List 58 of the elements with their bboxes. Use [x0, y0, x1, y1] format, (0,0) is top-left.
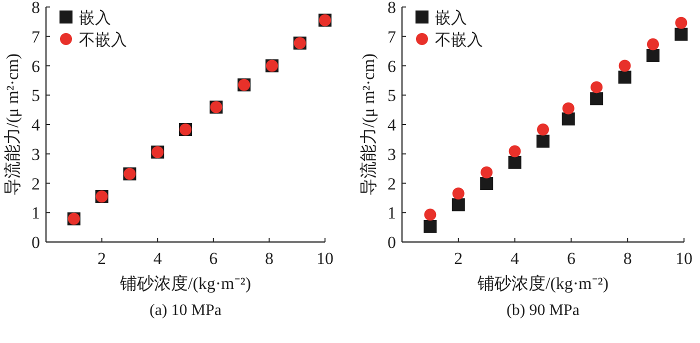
- y-tick-label: 0: [32, 233, 40, 252]
- x-tick-label: 4: [510, 249, 520, 268]
- y-tick-label: 5: [388, 86, 396, 106]
- point: [618, 70, 632, 84]
- point: [452, 188, 464, 200]
- y-tick-label: 8: [388, 0, 396, 17]
- legend-label: 嵌入: [435, 9, 467, 27]
- x-tick-label: 8: [264, 249, 274, 268]
- x-tick-label: 10: [316, 249, 334, 268]
- y-tick-label: 6: [32, 56, 40, 76]
- point: [424, 220, 437, 233]
- y-tick-label: 6: [388, 56, 396, 76]
- point: [674, 28, 688, 41]
- point: [537, 123, 549, 136]
- y-axis-title: 导流能力/(μ m²·cm): [359, 53, 378, 196]
- text: (b) 90 MPa: [506, 302, 580, 319]
- text: (a) 10 MPa: [150, 302, 222, 319]
- x-tick-label: 2: [454, 249, 463, 268]
- x-tick-label: 4: [153, 249, 162, 268]
- y-tick-label: 1: [388, 204, 396, 223]
- x-tick-label: 6: [209, 249, 218, 268]
- y-tick-label: 0: [388, 233, 396, 252]
- y-tick-label: 2: [388, 174, 396, 194]
- y-tick-label: 3: [32, 144, 40, 164]
- point: [562, 102, 574, 114]
- x-tick-label: 2: [98, 249, 106, 268]
- point: [508, 156, 522, 169]
- point: [646, 48, 660, 62]
- point: [675, 16, 688, 29]
- legend-label: 嵌入: [79, 9, 111, 27]
- x-axis-title: 铺砂浓度/(kg·m⁻²): [476, 274, 609, 293]
- point: [618, 60, 631, 72]
- legend-label: 不嵌入: [79, 31, 127, 49]
- x-tick-label: 10: [676, 249, 692, 268]
- y-tick-label: 4: [388, 116, 396, 134]
- x-tick-label: 8: [623, 249, 632, 268]
- point: [646, 38, 659, 50]
- y-tick-label: 3: [388, 144, 396, 164]
- y-tick-label: 1: [32, 204, 40, 223]
- point: [452, 198, 465, 212]
- point: [590, 81, 603, 94]
- y-tick-label: 7: [388, 27, 396, 46]
- y-axis-title: 导流能力/(μ m²·cm): [3, 53, 22, 196]
- y-tick-label: 8: [32, 0, 40, 17]
- point: [480, 166, 493, 178]
- y-tick-label: 2: [32, 174, 40, 194]
- y-tick-label: 7: [32, 27, 40, 46]
- x-tick-label: 6: [566, 249, 576, 268]
- point: [562, 112, 575, 126]
- y-tick-label: 5: [32, 86, 40, 106]
- legend-label: 不嵌入: [435, 31, 483, 49]
- point: [590, 92, 604, 106]
- y-tick-label: 4: [32, 116, 40, 134]
- point: [480, 177, 494, 190]
- point: [424, 208, 436, 221]
- point: [508, 145, 521, 158]
- x-axis-title: 铺砂浓度/(kg·m⁻²): [118, 274, 252, 293]
- point: [536, 134, 550, 148]
